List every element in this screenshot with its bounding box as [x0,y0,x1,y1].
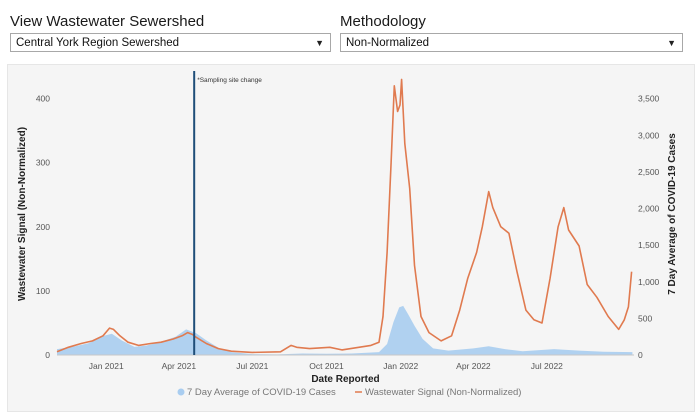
y2-tick-label: 3,000 [638,130,660,140]
x-tick-label: Jan 2022 [383,361,418,371]
methodology-select[interactable]: Non-Normalized ▼ [340,33,683,52]
y-tick-label: 0 [45,350,50,360]
sewershed-label: View Wastewater Sewershed [10,13,205,30]
y2-axis-title: 7 Day Average of COVID-19 Cases [667,133,678,295]
cases-area-series [57,305,633,355]
y-tick-label: 200 [36,222,50,232]
x-axis-title: Date Reported [311,374,379,385]
legend-cases-marker [177,388,185,396]
x-tick-label: Oct 2021 [309,361,344,371]
x-tick-label: Jul 2021 [236,361,268,371]
y2-tick-label: 2,500 [638,167,660,177]
y-tick-label: 100 [36,286,50,296]
x-tick-label: Apr 2022 [456,361,491,371]
legend-wastewater-label: Wastewater Signal (Non-Normalized) [365,387,521,398]
y-tick-label: 300 [36,158,50,168]
chevron-down-icon: ▼ [315,38,324,48]
methodology-selected-value: Non-Normalized [346,37,430,49]
sewershed-select[interactable]: Central York Region Sewershed ▼ [10,33,331,52]
y-axis-title: Wastewater Signal (Non-Normalized) [17,127,28,301]
y2-tick-label: 0 [638,350,643,360]
chevron-down-icon: ▼ [667,38,676,48]
y2-tick-label: 1,500 [638,240,660,250]
y2-tick-label: 2,000 [638,204,660,214]
wastewater-line-series [56,78,633,354]
y2-tick-label: 1,000 [638,277,660,287]
sampling-site-change-annotation: *Sampling site change [197,77,262,84]
legend-cases-label: 7 Day Average of COVID-19 Cases [187,387,336,398]
methodology-label: Methodology [340,13,426,30]
y2-tick-label: 3,500 [638,94,660,104]
x-tick-label: Apr 2021 [162,361,197,371]
chart-panel: *Sampling site change 0 100 200 300 400 0 500 1,… [7,64,695,412]
x-tick-label: Jul 2022 [531,361,563,371]
y2-tick-label: 500 [638,313,652,323]
wastewater-chart: *Sampling site change 0 100 200 300 400 0 500 1,… [17,71,678,398]
x-tick-label: Jan 2021 [89,361,124,371]
y-tick-label: 400 [36,94,50,104]
sewershed-selected-value: Central York Region Sewershed [16,37,180,49]
